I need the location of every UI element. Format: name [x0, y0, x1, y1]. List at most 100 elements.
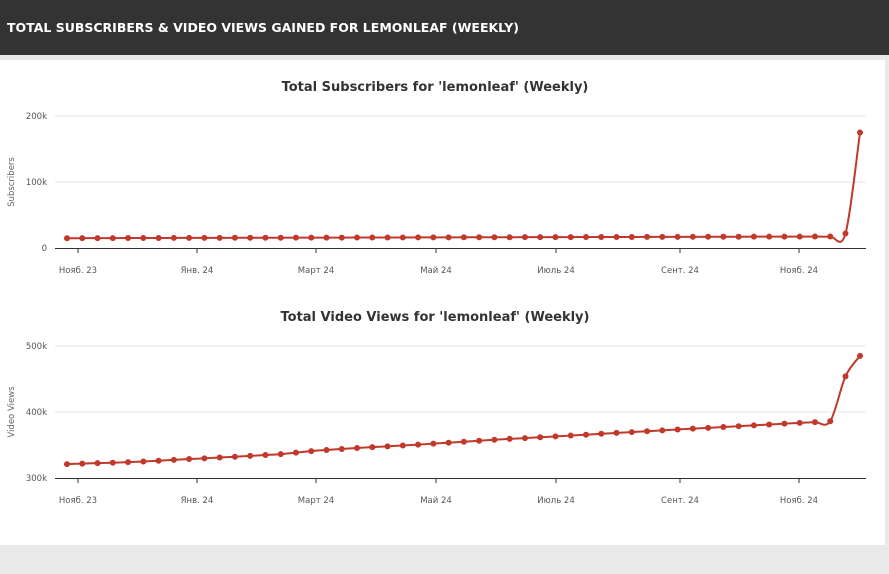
subs-data-point — [247, 234, 254, 241]
subs-xtick-label: Июль 24 — [537, 266, 574, 276]
views-chart: Total Video Views for 'lemonleaf' (Weekl… — [7, 310, 866, 506]
views-xtick-label: Март 24 — [298, 496, 334, 506]
subs-data-point — [323, 234, 330, 241]
views-data-point — [445, 439, 452, 446]
subs-data-point — [338, 234, 345, 241]
page-header: TOTAL SUBSCRIBERS & VIDEO VIEWS GAINED F… — [0, 0, 889, 55]
subs-data-point — [735, 233, 742, 240]
subs-data-point — [842, 230, 849, 237]
views-data-point — [247, 452, 254, 459]
views-data-point — [94, 460, 101, 467]
views-data-point — [369, 444, 376, 451]
views-data-point — [659, 427, 666, 434]
subs-xtick-label: Нояб. 24 — [780, 266, 818, 276]
subs-ytick-label: 200k — [26, 112, 47, 122]
views-data-point — [552, 433, 559, 440]
subs-data-point — [537, 234, 544, 241]
subs-data-point — [827, 233, 834, 240]
subs-data-point — [567, 234, 574, 241]
views-ytick-label: 300k — [26, 474, 47, 484]
views-data-point — [277, 451, 284, 458]
views-data-point — [231, 453, 238, 460]
views-data-point — [827, 418, 834, 425]
subs-data-point — [857, 129, 863, 136]
views-data-point — [384, 443, 391, 450]
charts-svg: Total Subscribers for 'lemonleaf' (Weekl… — [7, 80, 866, 506]
views-data-point — [79, 460, 86, 467]
views-data-point — [674, 426, 681, 433]
subs-data-point — [399, 234, 406, 241]
views-data-point — [628, 429, 635, 436]
subs-data-point — [598, 234, 605, 241]
views-data-point — [125, 459, 132, 466]
views-data-point — [491, 436, 498, 443]
subs-xtick-label: Март 24 — [298, 266, 334, 276]
subs-data-point — [354, 234, 361, 241]
subs-data-point — [705, 233, 712, 240]
subs-data-point — [94, 235, 101, 242]
views-data-point — [399, 442, 406, 449]
subs-data-point — [369, 234, 376, 241]
subs-data-point — [125, 235, 132, 242]
subs-chart: Total Subscribers for 'lemonleaf' (Weekl… — [7, 80, 866, 276]
views-data-point — [323, 446, 330, 453]
views-data-point — [354, 444, 361, 451]
subs-data-point — [644, 233, 651, 240]
subs-data-point — [201, 234, 208, 241]
views-xtick-label: Янв. 24 — [181, 496, 214, 506]
views-xtick-label: Июль 24 — [537, 496, 574, 506]
charts-card: Total Subscribers for 'lemonleaf' (Weekl… — [0, 60, 885, 545]
subs-data-point — [186, 234, 193, 241]
views-data-point — [583, 431, 589, 438]
views-data-point — [109, 459, 116, 466]
views-y-axis-label: Video Views — [7, 386, 17, 438]
subs-data-point — [689, 233, 696, 240]
subs-data-point — [460, 234, 467, 241]
subs-chart-title: Total Subscribers for 'lemonleaf' (Weekl… — [282, 80, 589, 95]
subs-data-point — [750, 233, 757, 240]
views-data-point — [506, 435, 513, 442]
subs-data-point — [79, 235, 86, 242]
views-data-point — [186, 456, 193, 463]
subs-data-point — [628, 233, 635, 240]
views-data-point — [644, 428, 651, 435]
subs-ytick-label: 100k — [26, 178, 47, 188]
views-chart-title: Total Video Views for 'lemonleaf' (Weekl… — [281, 310, 590, 325]
views-xtick-label: Май 24 — [420, 496, 452, 506]
views-data-point — [705, 424, 712, 431]
views-data-point — [689, 425, 696, 432]
subs-data-point — [552, 234, 559, 241]
views-data-point — [476, 437, 483, 444]
subs-data-point — [521, 234, 528, 241]
views-data-point — [460, 438, 467, 445]
views-data-point — [338, 445, 345, 452]
views-data-point — [567, 432, 574, 439]
views-data-point — [720, 424, 727, 431]
subs-series-line — [66, 132, 861, 243]
views-data-point — [201, 455, 208, 462]
subs-ytick-label: 0 — [42, 244, 47, 254]
subs-data-point — [506, 234, 513, 241]
subs-data-point — [445, 234, 452, 241]
views-ytick-label: 400k — [26, 408, 47, 418]
views-data-point — [155, 457, 162, 464]
subs-y-axis-label: Subscribers — [7, 157, 17, 207]
views-ytick-label: 500k — [26, 342, 47, 352]
views-data-point — [537, 434, 544, 441]
views-series-line — [66, 355, 861, 466]
views-data-point — [415, 441, 422, 448]
views-data-point — [292, 449, 299, 456]
subs-data-point — [491, 234, 498, 241]
subs-data-point — [277, 234, 284, 241]
subs-data-point — [231, 234, 238, 241]
subs-data-point — [308, 234, 315, 241]
views-data-point — [262, 452, 269, 459]
subs-data-point — [613, 233, 620, 240]
subs-data-point — [674, 233, 681, 240]
views-xtick-label: Нояб. 23 — [59, 496, 97, 506]
subs-data-point — [64, 235, 70, 242]
views-data-point — [750, 422, 757, 429]
subs-data-point — [170, 234, 177, 241]
views-data-point — [64, 461, 70, 468]
subs-data-point — [155, 234, 162, 241]
